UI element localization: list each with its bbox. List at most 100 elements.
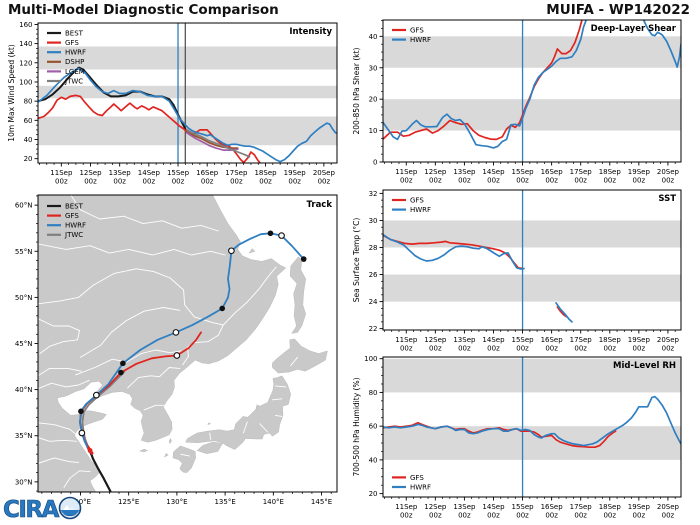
svg-text:30: 30 xyxy=(369,64,378,72)
svg-text:0: 0 xyxy=(373,159,377,167)
svg-text:00z: 00z xyxy=(662,177,675,185)
svg-text:00z: 00z xyxy=(603,512,616,520)
svg-text:40: 40 xyxy=(369,33,378,41)
svg-text:00z: 00z xyxy=(545,177,558,185)
y-axis-title: 10m Max Wind Speed (kt) xyxy=(7,44,16,141)
y-axis-title: 200-850 hPa Shear (kt) xyxy=(352,47,361,134)
svg-text:20Sep: 20Sep xyxy=(313,169,336,177)
svg-text:12Sep: 12Sep xyxy=(424,168,447,176)
svg-text:GFS: GFS xyxy=(65,39,79,47)
svg-text:00z: 00z xyxy=(458,345,471,353)
svg-text:10: 10 xyxy=(369,127,378,135)
svg-text:125°E: 125°E xyxy=(118,498,139,506)
panel-track: 120°E 125°E 130°E 135°E 140°E 145°E 30°N 35°N 40… xyxy=(15,194,338,506)
svg-text:100: 100 xyxy=(19,78,32,86)
svg-text:00z: 00z xyxy=(458,512,471,520)
svg-text:00z: 00z xyxy=(318,178,331,186)
category-bands xyxy=(383,220,681,302)
category-bands xyxy=(383,36,681,131)
svg-text:12Sep: 12Sep xyxy=(79,169,102,177)
svg-text:11Sep: 11Sep xyxy=(395,168,418,176)
svg-text:00z: 00z xyxy=(633,177,646,185)
svg-text:50°N: 50°N xyxy=(15,294,33,302)
svg-text:JTWC: JTWC xyxy=(64,77,83,85)
landmasses xyxy=(38,195,328,492)
svg-text:135°E: 135°E xyxy=(214,498,235,506)
svg-text:00z: 00z xyxy=(662,345,675,353)
svg-text:140°E: 140°E xyxy=(263,498,284,506)
svg-text:HWRF: HWRF xyxy=(410,206,431,214)
svg-text:60: 60 xyxy=(369,423,378,431)
cira-logo-text: CIRA xyxy=(3,497,60,523)
cira-logo: CIRA xyxy=(3,496,82,523)
svg-text:11Sep: 11Sep xyxy=(395,503,418,511)
svg-text:00z: 00z xyxy=(633,512,646,520)
svg-text:00z: 00z xyxy=(487,177,500,185)
panel-title: Intensity xyxy=(289,27,332,37)
axes: 11Sep00z12Sep00z13Sep00z14Sep00z15Sep00z… xyxy=(19,21,335,186)
svg-text:80: 80 xyxy=(369,389,378,397)
panel-title: Mid-Level RH xyxy=(613,361,676,371)
svg-text:60: 60 xyxy=(24,117,33,125)
svg-text:00z: 00z xyxy=(84,178,97,186)
series-lines xyxy=(383,395,681,449)
svg-text:15Sep: 15Sep xyxy=(167,169,190,177)
svg-text:13Sep: 13Sep xyxy=(453,336,476,344)
svg-text:120°E: 120°E xyxy=(70,498,91,506)
svg-text:24: 24 xyxy=(369,298,378,306)
svg-text:00z: 00z xyxy=(400,177,413,185)
svg-text:00z: 00z xyxy=(400,512,413,520)
axes: 11Sep00z12Sep00z13Sep00z14Sep00z15Sep00z… xyxy=(369,20,680,185)
svg-text:40: 40 xyxy=(24,136,33,144)
svg-text:GFS: GFS xyxy=(410,474,424,482)
panel-title: Track xyxy=(307,200,333,210)
svg-text:145°E: 145°E xyxy=(311,498,332,506)
svg-text:00z: 00z xyxy=(55,178,68,186)
svg-text:GFS: GFS xyxy=(410,26,424,34)
svg-text:18Sep: 18Sep xyxy=(599,503,622,511)
axes: 11Sep00z12Sep00z13Sep00z14Sep00z15Sep00z… xyxy=(369,190,680,353)
svg-text:00z: 00z xyxy=(429,177,442,185)
svg-text:19Sep: 19Sep xyxy=(628,336,651,344)
svg-text:32: 32 xyxy=(369,190,378,198)
svg-text:16Sep: 16Sep xyxy=(541,168,564,176)
svg-text:GFS: GFS xyxy=(410,196,424,204)
svg-text:20: 20 xyxy=(369,96,378,104)
svg-text:19Sep: 19Sep xyxy=(628,168,651,176)
panel-title: Deep-Layer Shear xyxy=(591,24,677,34)
y-axis-title: Sea Surface Temp (°C) xyxy=(352,218,361,303)
svg-text:00z: 00z xyxy=(113,178,126,186)
track-markers xyxy=(78,230,307,437)
svg-text:17Sep: 17Sep xyxy=(570,336,593,344)
svg-text:160: 160 xyxy=(19,21,32,29)
svg-text:16Sep: 16Sep xyxy=(541,503,564,511)
svg-text:18Sep: 18Sep xyxy=(599,336,622,344)
svg-text:00z: 00z xyxy=(458,177,471,185)
svg-text:00z: 00z xyxy=(516,345,529,353)
svg-text:00z: 00z xyxy=(516,177,529,185)
svg-text:14Sep: 14Sep xyxy=(138,169,161,177)
svg-text:14Sep: 14Sep xyxy=(482,168,505,176)
svg-text:17Sep: 17Sep xyxy=(225,169,248,177)
panel-intensity: 11Sep00z12Sep00z13Sep00z14Sep00z15Sep00z… xyxy=(7,21,338,186)
svg-text:14Sep: 14Sep xyxy=(482,336,505,344)
svg-text:16Sep: 16Sep xyxy=(541,336,564,344)
svg-text:00z: 00z xyxy=(259,178,272,186)
svg-text:17Sep: 17Sep xyxy=(570,503,593,511)
svg-text:BEST: BEST xyxy=(65,202,84,210)
svg-text:13Sep: 13Sep xyxy=(109,169,132,177)
svg-text:13Sep: 13Sep xyxy=(453,168,476,176)
cira-logo-emblem xyxy=(58,496,82,520)
svg-text:00z: 00z xyxy=(545,345,558,353)
svg-text:DSHP: DSHP xyxy=(65,58,84,66)
svg-text:45°N: 45°N xyxy=(15,340,33,348)
svg-text:19Sep: 19Sep xyxy=(628,503,651,511)
storm-title: MUIFA - WP142022 xyxy=(546,2,690,18)
svg-text:18Sep: 18Sep xyxy=(599,168,622,176)
svg-text:11Sep: 11Sep xyxy=(395,336,418,344)
svg-text:LGEM: LGEM xyxy=(65,68,85,76)
map-axes: 120°E 125°E 130°E 135°E 140°E 145°E 30°N 35°N 40… xyxy=(15,195,332,506)
